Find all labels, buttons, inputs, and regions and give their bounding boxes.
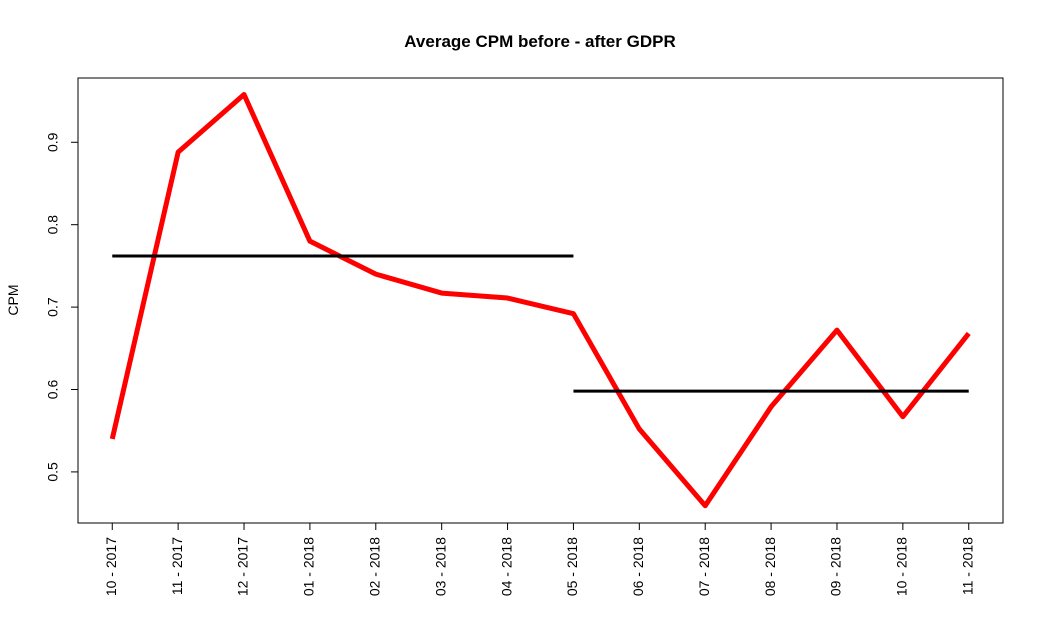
- x-tick-label: 05 - 2018: [564, 537, 580, 596]
- x-tick-label: 04 - 2018: [498, 537, 514, 596]
- x-tick-label: 11 - 2018: [959, 537, 975, 595]
- x-tick-label: 02 - 2018: [366, 537, 382, 596]
- line: [109, 91, 971, 509]
- x-tick-label: 11 - 2017: [169, 537, 185, 595]
- x-tick-label: 07 - 2018: [696, 537, 712, 596]
- x-tick-label: 01 - 2018: [301, 537, 317, 596]
- y-tick-label: 0.9: [45, 132, 61, 152]
- x-tick-label: 08 - 2018: [762, 537, 778, 596]
- y-tick-label: 0.8: [45, 215, 61, 235]
- y-tick-label: 0.6: [45, 380, 61, 400]
- y-tick-label: 0.5: [45, 462, 61, 482]
- x-tick-label: 10 - 2017: [103, 537, 119, 596]
- x-tick-label: 03 - 2018: [432, 537, 448, 596]
- x-tick-label: 12 - 2017: [235, 537, 251, 596]
- chart-title: Average CPM before - after GDPR: [404, 32, 675, 51]
- x-tick-label: 09 - 2018: [828, 537, 844, 596]
- x-tick-label: 10 - 2018: [894, 537, 910, 596]
- plot-frame: [77, 77, 1004, 524]
- x-tick-label: 06 - 2018: [630, 537, 646, 596]
- y-axis-label: CPM: [5, 284, 21, 315]
- y-tick-label: 0.7: [45, 297, 61, 317]
